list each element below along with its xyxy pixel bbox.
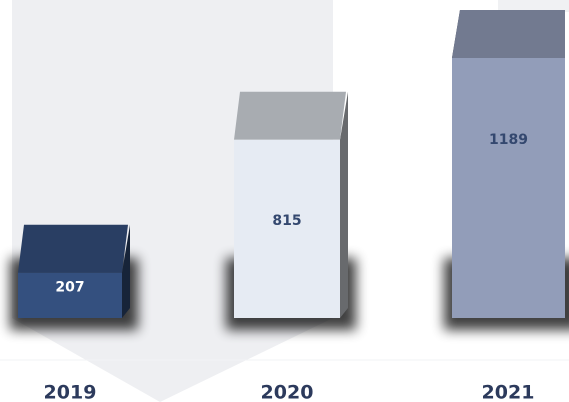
x-tick-label: 2021 [482, 382, 535, 402]
background-panel [498, 0, 569, 12]
bars: 207 2019 815 2020 1189 2021 [10, 10, 569, 402]
bar [234, 139, 340, 318]
x-tick-label: 2019 [44, 382, 97, 402]
bar-top [234, 91, 346, 140]
bar-side [122, 224, 130, 318]
data-label: 207 [55, 279, 84, 295]
bar-top [452, 10, 565, 58]
x-tick-label: 2020 [261, 382, 314, 402]
data-label: 815 [272, 213, 301, 229]
bar-side [340, 91, 348, 318]
bar-top [18, 224, 128, 273]
data-label: 1189 [489, 132, 528, 148]
bar [452, 58, 565, 318]
bar [18, 272, 122, 318]
